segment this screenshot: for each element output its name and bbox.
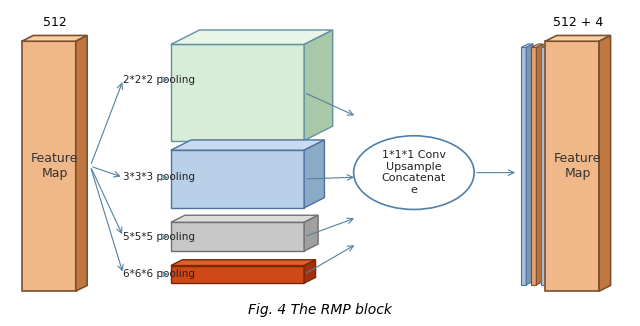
Text: 512: 512 [43,16,67,29]
Polygon shape [545,36,611,41]
Text: Feature
Map: Feature Map [554,152,602,180]
Polygon shape [541,48,547,285]
Polygon shape [171,150,304,208]
Polygon shape [599,36,611,291]
Text: 3*3*3 pooling: 3*3*3 pooling [124,172,195,183]
Polygon shape [541,44,554,48]
Polygon shape [171,44,304,141]
Polygon shape [171,266,304,283]
Text: Feature
Map: Feature Map [31,152,78,180]
Text: 2*2*2 pooling: 2*2*2 pooling [124,75,195,85]
Text: 1*1*1 Conv
Upsample
Concatenat
e: 1*1*1 Conv Upsample Concatenat e [382,150,446,195]
Polygon shape [526,44,533,285]
Polygon shape [536,44,543,285]
Polygon shape [22,36,87,41]
Polygon shape [22,41,76,291]
Polygon shape [76,36,87,291]
Text: Fig. 4 The RMP block: Fig. 4 The RMP block [248,303,392,317]
Polygon shape [531,48,536,285]
Polygon shape [547,44,554,285]
Polygon shape [521,44,533,48]
Polygon shape [171,140,324,150]
Polygon shape [545,41,599,291]
Polygon shape [171,215,318,222]
Polygon shape [521,48,526,285]
Polygon shape [171,30,333,44]
Polygon shape [304,260,316,283]
Polygon shape [304,215,318,251]
Polygon shape [304,140,324,208]
Text: 5*5*5 pooling: 5*5*5 pooling [124,232,195,242]
Text: 6*6*6 pooling: 6*6*6 pooling [124,269,195,279]
Polygon shape [531,44,543,48]
Polygon shape [304,30,333,141]
Text: 512 + 4: 512 + 4 [553,16,603,29]
Polygon shape [171,260,316,266]
Polygon shape [171,222,304,251]
Ellipse shape [354,136,474,210]
